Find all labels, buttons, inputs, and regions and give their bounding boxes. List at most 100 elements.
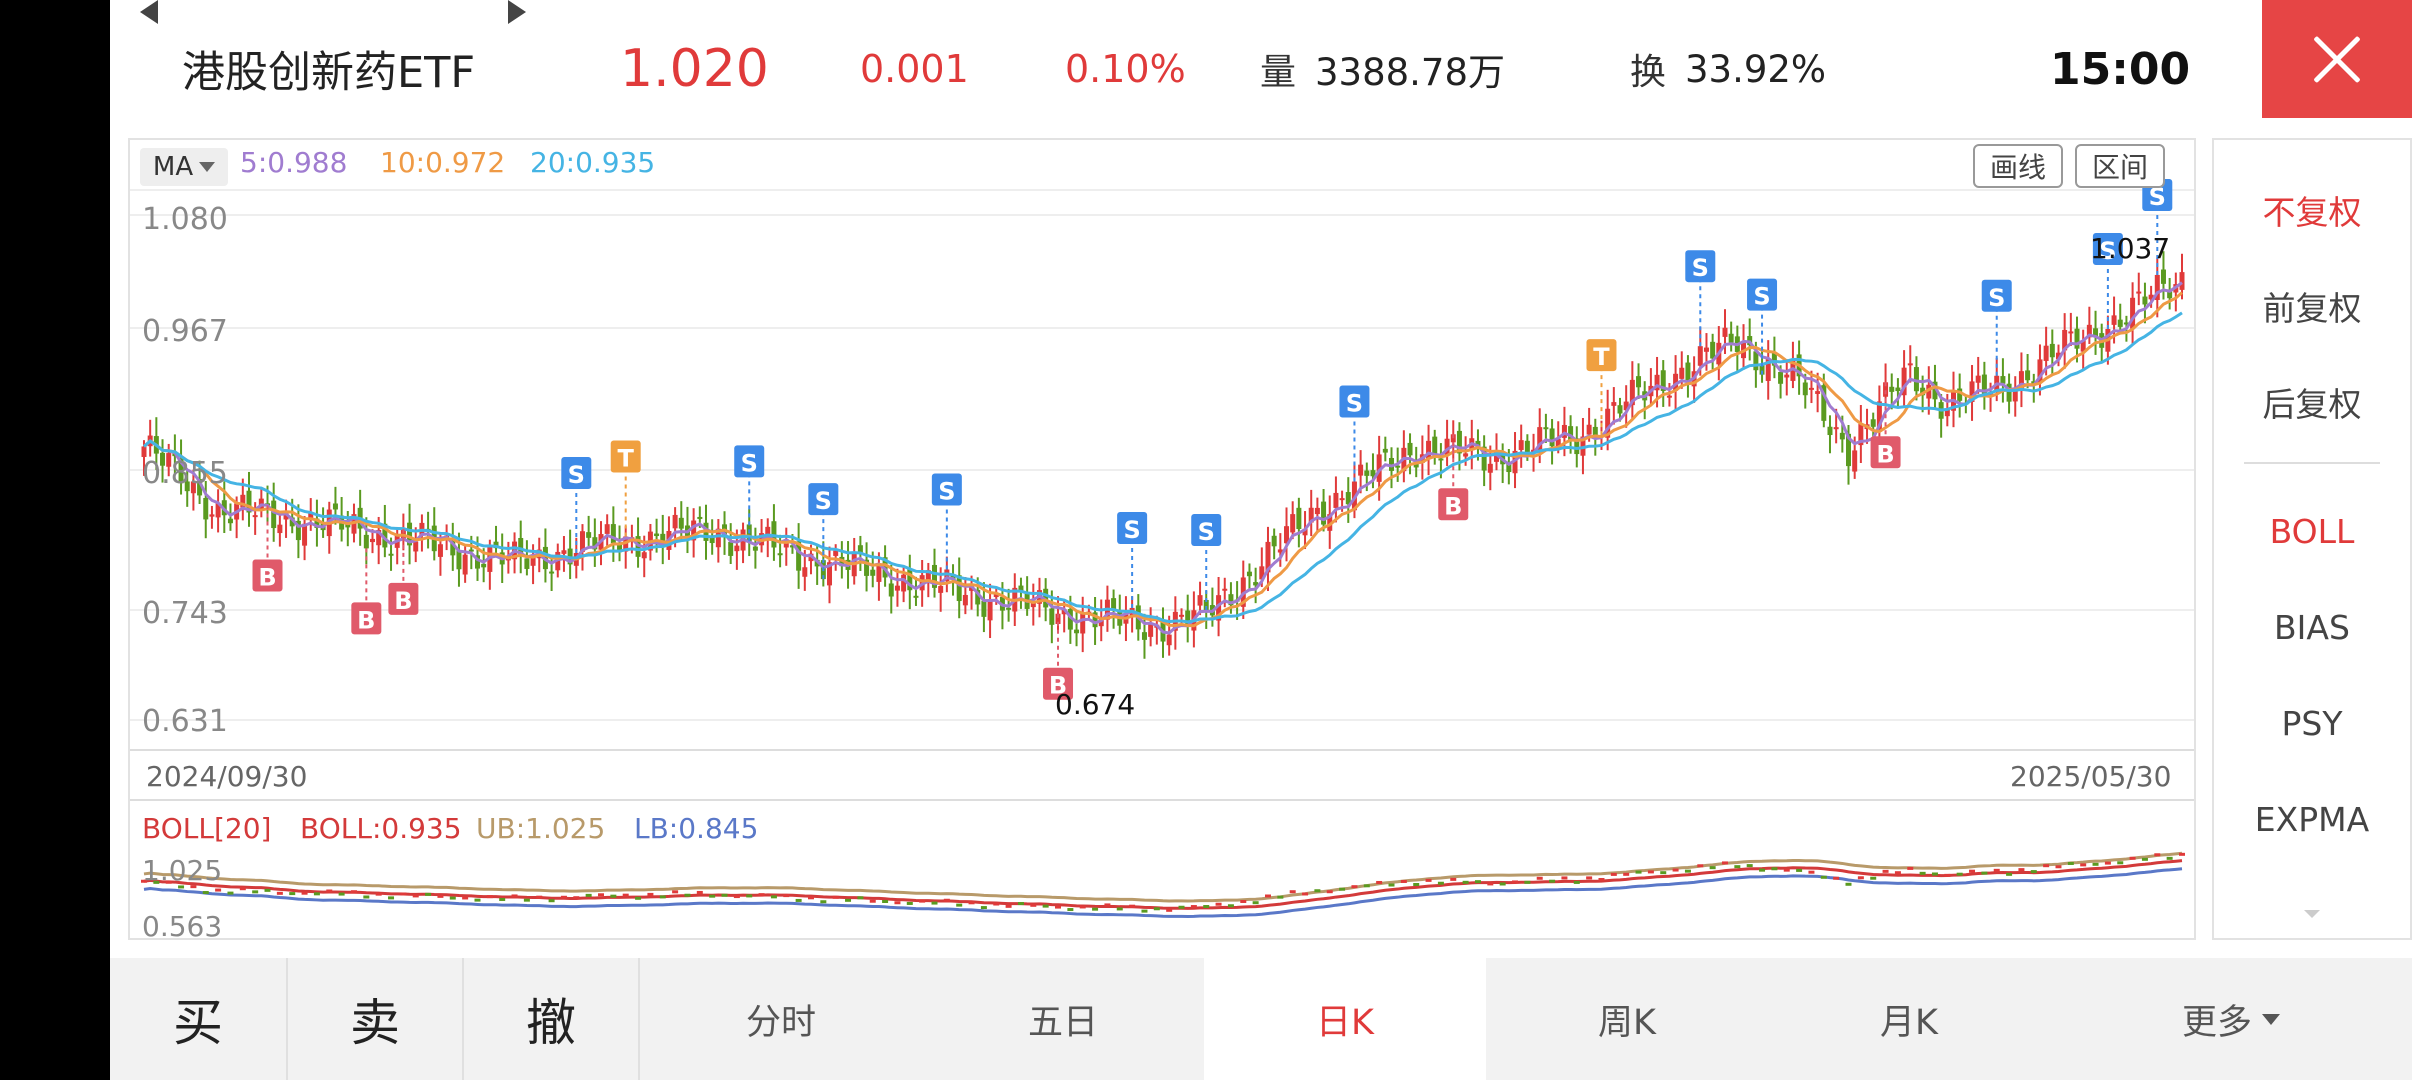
tab-five-day[interactable]: 五日 (1027, 1002, 1098, 1043)
indicator-psy[interactable]: PSY (2281, 704, 2343, 743)
rights-none[interactable]: 不复权 (2262, 193, 2362, 232)
candle-body (654, 533, 660, 537)
signal-marker-label: S (1753, 283, 1770, 311)
candle-body (833, 550, 839, 556)
prev-stock-arrow-icon[interactable] (140, 0, 158, 24)
signal-marker-label: S (741, 449, 758, 477)
rights-backward[interactable]: 后复权 (2262, 385, 2362, 424)
draw-line-button[interactable]: 画线 (1973, 144, 2063, 188)
quote-time: 15:00 (2050, 43, 2191, 95)
candle-body (1568, 426, 1574, 440)
candle-body (1771, 352, 1777, 366)
candle-body (1302, 528, 1308, 536)
candle-body (388, 553, 394, 556)
boll-tick-bottom: 0.563 (142, 910, 223, 943)
candle-body (2142, 296, 2148, 305)
candle-body (1376, 454, 1382, 482)
signal-marker (388, 582, 419, 615)
divider (2244, 462, 2380, 464)
candle-body (592, 537, 598, 550)
dropdown-icon (199, 162, 216, 172)
more-button[interactable]: 更多 (2050, 958, 2412, 1080)
candle-body (2154, 274, 2160, 300)
y-tick-label: 1.080 (142, 202, 228, 237)
range-button[interactable]: 区间 (2075, 144, 2165, 188)
tab-weekly-k[interactable]: 周K (1598, 1002, 1656, 1043)
candle-body (295, 520, 301, 541)
candle-body (1790, 360, 1796, 381)
candle-body (1333, 492, 1339, 508)
signal-marker-label: T (618, 445, 635, 473)
candle-body (203, 497, 209, 520)
candle-body (901, 574, 907, 592)
candle-body (549, 571, 555, 574)
kline-chart[interactable]: B B B S T S S S B S S S B T S S B S S S 1.037 0.674 MA 5:0.98… (128, 138, 2196, 943)
candle-body (530, 555, 536, 566)
scroll-down-icon[interactable] (2304, 910, 2320, 918)
candle-body (1395, 465, 1401, 468)
candle-body (1920, 387, 1926, 396)
indicator-boll[interactable]: BOLL (2269, 512, 2355, 551)
candle-body (413, 541, 419, 552)
candle-body (1259, 566, 1265, 580)
candle-body (1450, 434, 1456, 443)
divider (286, 958, 288, 1080)
candle-body (1932, 381, 1938, 400)
candle-body (1481, 446, 1487, 471)
candle-body (1673, 373, 1679, 391)
candle-body (1728, 333, 1734, 343)
more-label: 更多 (2181, 1002, 2252, 1043)
volume-label: 量 (1260, 52, 1297, 93)
candle-body (981, 600, 987, 617)
last-price: 1.020 (620, 39, 769, 99)
next-stock-arrow-icon[interactable] (508, 0, 526, 24)
tab-monthly-k[interactable]: 月K (1880, 1002, 1938, 1043)
y-tick-label: 0.967 (142, 314, 228, 349)
sell-button[interactable]: 卖 (350, 994, 400, 1052)
tab-intraday[interactable]: 分时 (745, 1002, 816, 1043)
candle-body (950, 574, 956, 580)
indicator-bias[interactable]: BIAS (2274, 608, 2350, 647)
boll-mid-line (143, 859, 2183, 910)
candle-body (468, 549, 474, 552)
candle-body (894, 585, 900, 591)
rights-forward[interactable]: 前复权 (2262, 289, 2362, 328)
candle-body (1543, 427, 1549, 430)
candle-body (1080, 612, 1086, 634)
indicator-expma[interactable]: EXPMA (2254, 800, 2370, 839)
candle-body (1889, 386, 1895, 392)
candle-body (1827, 426, 1833, 436)
candle-body (2111, 315, 2117, 325)
candle-body (1067, 608, 1073, 630)
candle-body (1759, 363, 1765, 375)
candle-body (2037, 359, 2043, 383)
stock-name[interactable]: 港股创新药ETF (182, 48, 476, 98)
boll-title: BOLL[20] (142, 812, 272, 845)
candle-body (376, 530, 382, 546)
candle-body (870, 569, 876, 576)
candle-body (2148, 294, 2154, 300)
candle-body (617, 543, 623, 553)
candle-body (2080, 340, 2086, 352)
candle-body (1957, 388, 1963, 401)
candle-body (437, 544, 443, 557)
buy-button[interactable]: 买 (173, 994, 223, 1052)
candle-body (1030, 602, 1036, 608)
candle-body (1679, 367, 1685, 379)
cancel-order-button[interactable]: 撤 (526, 994, 576, 1052)
signal-marker-label: S (2099, 237, 2116, 265)
candle-body (178, 457, 184, 484)
ma20-legend: 20:0.935 (530, 146, 656, 179)
candle-body (1438, 458, 1444, 461)
signal-marker-label: S (568, 461, 585, 489)
signal-marker-label: S (938, 477, 955, 505)
close-button[interactable] (2262, 0, 2412, 118)
candle-body (1141, 632, 1147, 640)
signal-marker-label: B (1876, 440, 1894, 468)
indicator-menu-button[interactable]: MA (140, 148, 228, 186)
candle-body (1179, 614, 1185, 617)
signal-marker (351, 602, 382, 635)
candle-body (1049, 608, 1055, 625)
tab-daily-k[interactable]: 日K (1204, 958, 1486, 1080)
